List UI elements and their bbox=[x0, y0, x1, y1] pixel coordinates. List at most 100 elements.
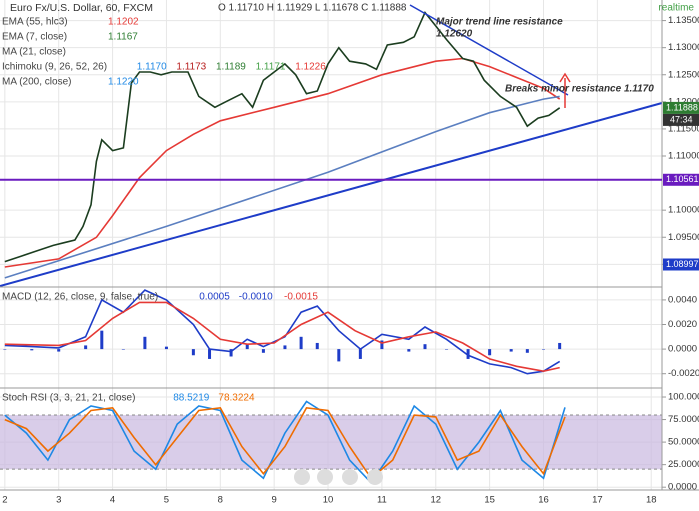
histogram-bar bbox=[299, 336, 303, 350]
price-label: 1.11888 bbox=[666, 102, 698, 112]
legend-value: 1.1226 bbox=[295, 62, 326, 73]
legend-name: MACD (12, 26, close, 9, false, true) bbox=[2, 292, 158, 303]
x-tick-label: 12 bbox=[430, 495, 441, 506]
legend-value: 1.1173 bbox=[176, 62, 206, 73]
histogram-bar bbox=[509, 349, 513, 352]
histogram-bar bbox=[337, 349, 341, 362]
histogram-bar bbox=[229, 349, 233, 357]
x-tick-label: 9 bbox=[272, 495, 277, 506]
ohlc-label: O 1.11710 H 1.11929 L 1.11678 C 1.11888 bbox=[218, 3, 407, 14]
price-label-box bbox=[663, 101, 699, 114]
y-tick-label: 25.0000 bbox=[668, 459, 699, 470]
y-tick-label: 1.13000 bbox=[668, 42, 699, 53]
x-tick-label: 3 bbox=[56, 495, 61, 506]
y-tick-label: 50.0000 bbox=[668, 437, 699, 448]
reset-button[interactable] bbox=[342, 469, 358, 485]
price-label-box bbox=[663, 258, 699, 271]
histogram-bar bbox=[191, 349, 195, 356]
y-tick-label: 1.09500 bbox=[668, 232, 699, 243]
y-tick-label: 75.0000 bbox=[668, 414, 699, 425]
legend-name: MA (200, close) bbox=[2, 77, 71, 88]
histogram-bar bbox=[466, 349, 470, 359]
histogram-bar bbox=[488, 349, 492, 356]
legend-name: EMA (7, close) bbox=[2, 32, 67, 43]
scroll-left-button[interactable] bbox=[294, 469, 310, 485]
legend-name: EMA (55, hlc3) bbox=[2, 17, 68, 28]
legend-value: -0.0010 bbox=[239, 292, 273, 303]
legend-value: 1.1189 bbox=[216, 62, 246, 73]
series-line bbox=[4, 10, 561, 263]
histogram-bar bbox=[445, 349, 449, 350]
band bbox=[0, 415, 662, 470]
y-tick-label: 1.11000 bbox=[668, 151, 699, 162]
legend-value: 1.1167 bbox=[108, 32, 138, 43]
histogram-bar bbox=[315, 342, 319, 350]
legend-value: -0.0015 bbox=[284, 292, 318, 303]
annotation: Breaks minor resistance 1.1170 bbox=[505, 84, 654, 95]
y-tick-label: 1.11500 bbox=[668, 123, 699, 134]
price-label-box bbox=[663, 173, 699, 186]
arrow-head bbox=[559, 72, 571, 83]
legend-value: 1.1171 bbox=[256, 62, 286, 73]
legend-value: 78.3224 bbox=[218, 393, 255, 404]
legend-value: 1.1170 bbox=[137, 62, 167, 73]
y-tick-label: -0.0020 bbox=[668, 368, 699, 379]
y-tick-label: 100.0000 bbox=[668, 392, 699, 403]
legend-value: 0.0005 bbox=[199, 292, 230, 303]
y-tick-label: 0.0040 bbox=[668, 294, 697, 305]
histogram-bar bbox=[541, 349, 545, 350]
annotation: Major trend line resistance bbox=[436, 17, 563, 28]
histogram-bar bbox=[407, 349, 411, 352]
zoom-controls[interactable] bbox=[294, 469, 383, 485]
legend-name: Ichimoku (9, 26, 52, 26) bbox=[2, 62, 107, 73]
zoom-out-button[interactable] bbox=[317, 469, 333, 485]
histogram-bar bbox=[208, 349, 212, 359]
histogram-bar bbox=[380, 340, 384, 350]
histogram-bar bbox=[30, 349, 34, 351]
resistance-trend-line bbox=[409, 4, 569, 96]
y-tick-label: 1.12000 bbox=[668, 96, 699, 107]
status: realtime bbox=[658, 3, 694, 14]
histogram-bar bbox=[283, 345, 287, 350]
x-tick-label: 16 bbox=[538, 495, 549, 506]
y-tick-label: 1.12500 bbox=[668, 69, 699, 80]
countdown-box bbox=[663, 113, 699, 126]
histogram-bar bbox=[100, 330, 104, 350]
histogram-bar bbox=[423, 344, 427, 350]
series-line bbox=[4, 301, 560, 373]
histogram-bar bbox=[121, 349, 125, 350]
y-tick-label: 0.0020 bbox=[668, 319, 697, 330]
support-trend-line bbox=[0, 102, 663, 287]
x-tick-label: 10 bbox=[323, 495, 334, 506]
legend-value: 88.5219 bbox=[173, 393, 210, 404]
histogram-bar bbox=[164, 346, 168, 350]
series-line bbox=[4, 289, 561, 375]
histogram-bar bbox=[358, 349, 362, 359]
y-tick-label: 1.10000 bbox=[668, 205, 699, 216]
legend-name: MA (21, close) bbox=[2, 47, 66, 58]
chart-title: Euro Fx/U.S. Dollar, 60, FXCM bbox=[10, 2, 153, 14]
x-tick-label: 11 bbox=[377, 495, 387, 506]
series-line bbox=[4, 95, 560, 279]
histogram-bar bbox=[558, 342, 562, 350]
histogram-bar bbox=[143, 336, 147, 350]
histogram-bar bbox=[57, 349, 61, 352]
x-tick-label: 15 bbox=[484, 495, 495, 506]
x-tick-label: 18 bbox=[646, 495, 657, 506]
histogram-bar bbox=[245, 344, 249, 350]
legend-name: Stoch RSI (3, 3, 21, 21, close) bbox=[2, 393, 135, 404]
series-line bbox=[4, 406, 566, 480]
x-tick-label: 8 bbox=[218, 495, 223, 506]
series-line bbox=[4, 57, 561, 268]
zoom-in-button[interactable] bbox=[367, 469, 383, 485]
annotation: 1.12620 bbox=[436, 29, 473, 40]
histogram-bar bbox=[84, 345, 88, 350]
y-tick-label: 0.0000 bbox=[668, 344, 697, 355]
histogram-bar bbox=[525, 349, 529, 353]
x-tick-label: 2 bbox=[2, 495, 7, 506]
grid bbox=[0, 0, 662, 490]
y-tick-label: 0.0000 bbox=[668, 482, 697, 493]
x-tick-label: 4 bbox=[110, 495, 115, 506]
price-label: 1.10561 bbox=[666, 174, 699, 184]
